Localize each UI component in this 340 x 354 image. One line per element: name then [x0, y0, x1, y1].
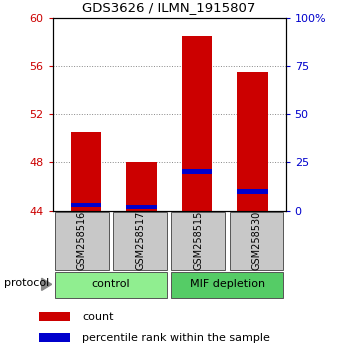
Bar [71, 132, 101, 211]
Bar [113, 212, 167, 270]
Bar [182, 36, 212, 211]
Bar [237, 72, 268, 211]
Bar [237, 189, 268, 194]
Bar [126, 205, 157, 209]
Polygon shape [41, 278, 52, 290]
Bar [39, 333, 70, 342]
Text: GSM258517: GSM258517 [135, 211, 145, 270]
Bar [126, 162, 157, 211]
Bar [55, 212, 108, 270]
Bar [182, 169, 212, 175]
Text: count: count [82, 312, 114, 322]
Bar [71, 203, 101, 207]
Text: GSM258530: GSM258530 [252, 211, 261, 270]
Text: protocol: protocol [4, 279, 49, 289]
Text: GSM258516: GSM258516 [77, 211, 87, 270]
Bar [171, 272, 283, 298]
Bar [230, 212, 283, 270]
Bar [171, 212, 225, 270]
Text: MIF depletion: MIF depletion [190, 279, 265, 289]
Text: GSM258515: GSM258515 [193, 211, 203, 270]
Text: control: control [91, 279, 130, 289]
Title: GDS3626 / ILMN_1915807: GDS3626 / ILMN_1915807 [83, 1, 256, 14]
Bar [55, 272, 167, 298]
Bar [39, 312, 70, 321]
Text: percentile rank within the sample: percentile rank within the sample [82, 333, 270, 343]
